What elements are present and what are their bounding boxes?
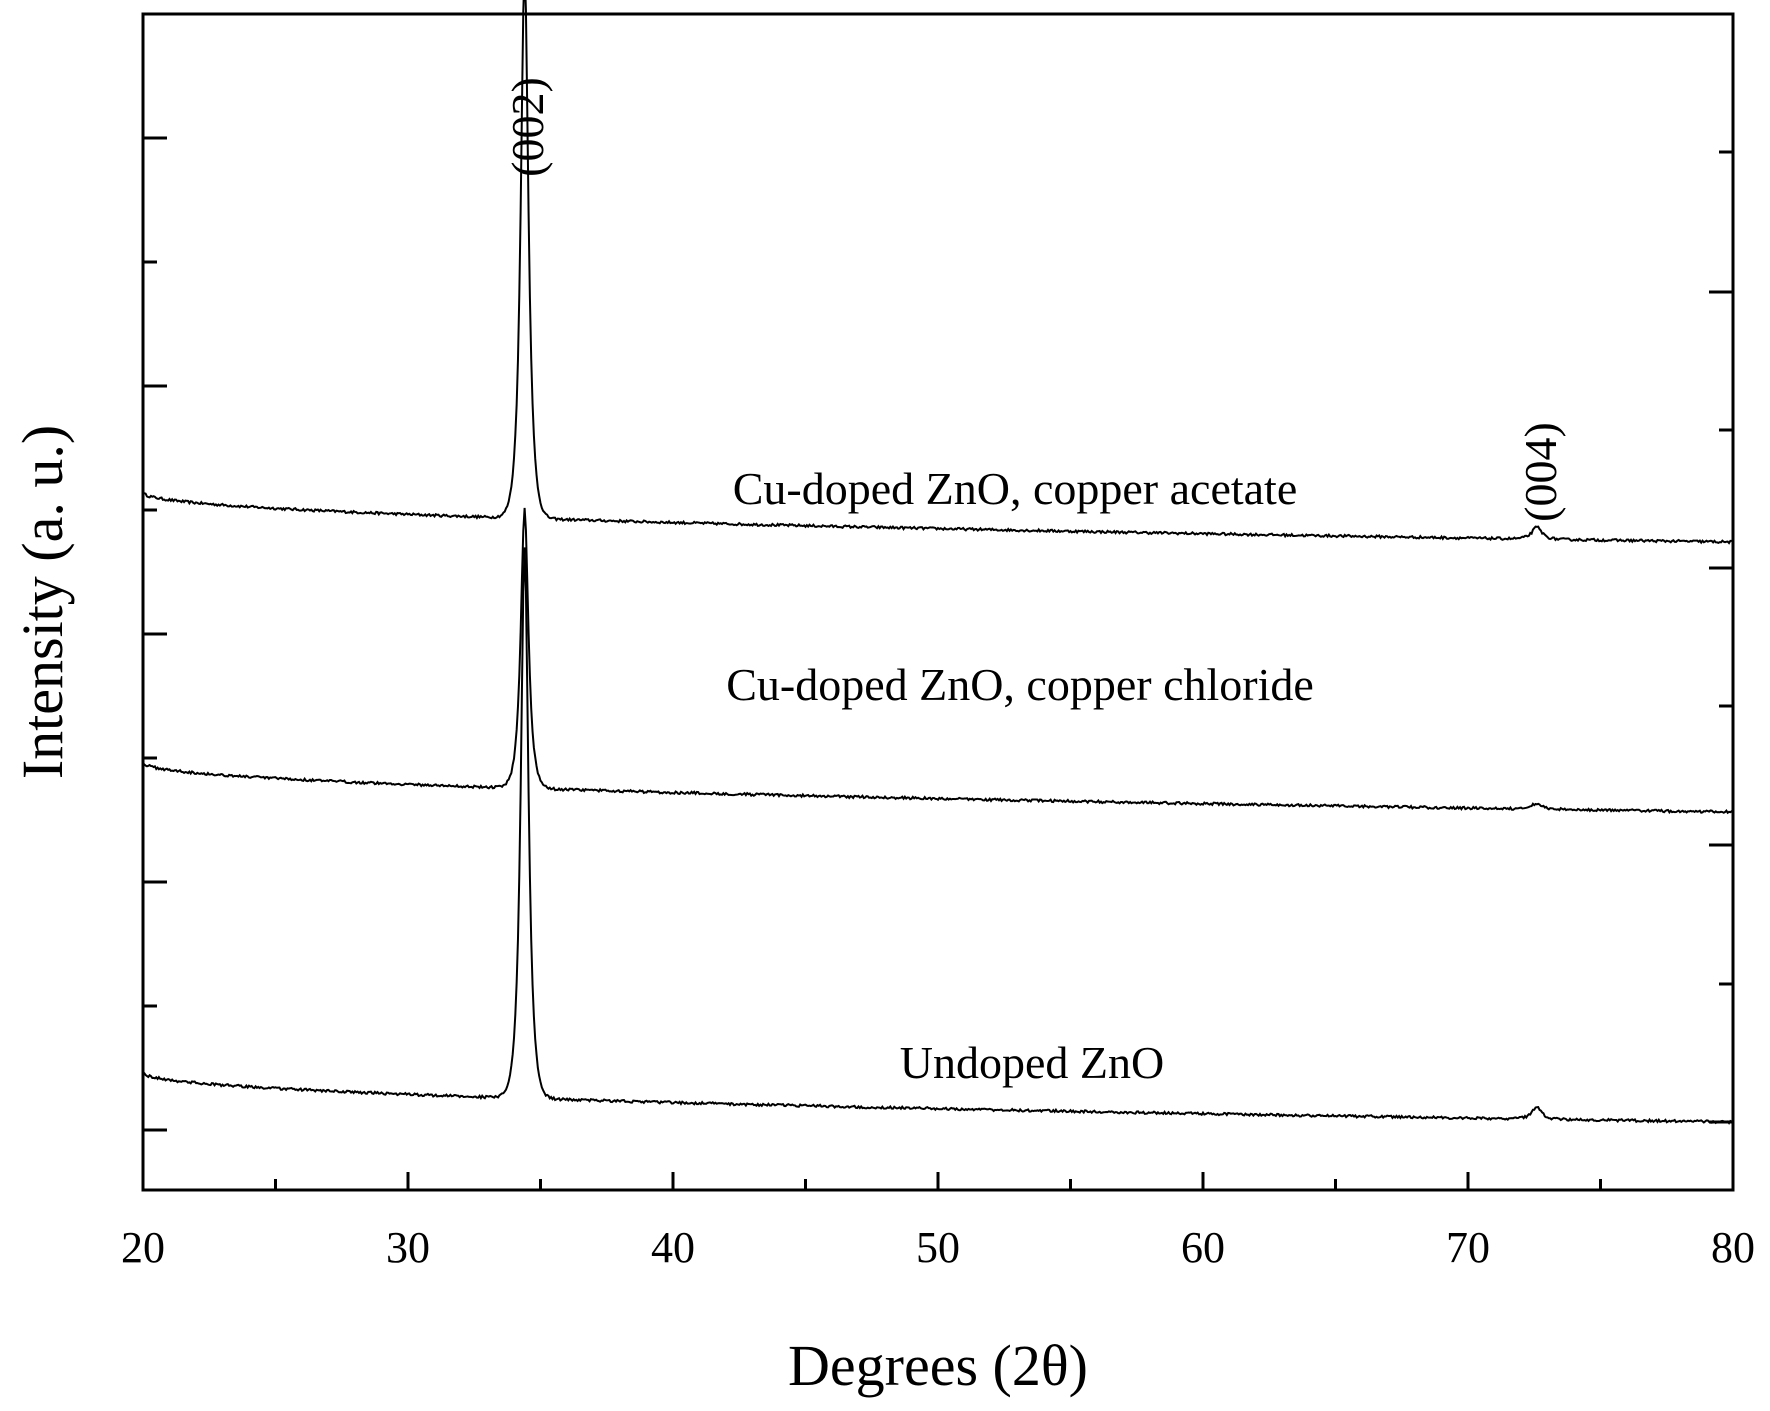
series-label: Cu-doped ZnO, copper acetate [733, 463, 1298, 514]
x-tick-label: 40 [651, 1223, 695, 1272]
x-tick-label: 30 [386, 1223, 430, 1272]
plot-frame [141, 12, 1735, 1192]
series-labels: Cu-doped ZnO, copper acetate Cu-doped ZnO… [726, 463, 1314, 1088]
series-line [142, 0, 1734, 545]
x-tick-label: 60 [1181, 1223, 1225, 1272]
x-tick-label: 20 [121, 1223, 165, 1272]
y-axis-title: Intensity (a. u.) [10, 425, 75, 779]
series-lines [142, 0, 1734, 1125]
x-tick-labels: 20 30 40 50 60 70 80 [121, 1223, 1755, 1272]
x-axis-title: Degrees (2θ) [788, 1333, 1088, 1398]
x-tick-label: 50 [916, 1223, 960, 1272]
series-line [142, 507, 1734, 815]
series-label: Undoped ZnO [900, 1037, 1164, 1088]
peak-label: (004) [1515, 422, 1566, 522]
series-label: Cu-doped ZnO, copper chloride [726, 659, 1314, 710]
x-tick-label: 80 [1711, 1223, 1755, 1272]
x-tick-label: 70 [1446, 1223, 1490, 1272]
peak-label: (002) [502, 77, 553, 177]
axis-ticks [141, 136, 1735, 1190]
peak-labels: (002) (004) [502, 77, 1566, 522]
series-line [142, 547, 1734, 1125]
